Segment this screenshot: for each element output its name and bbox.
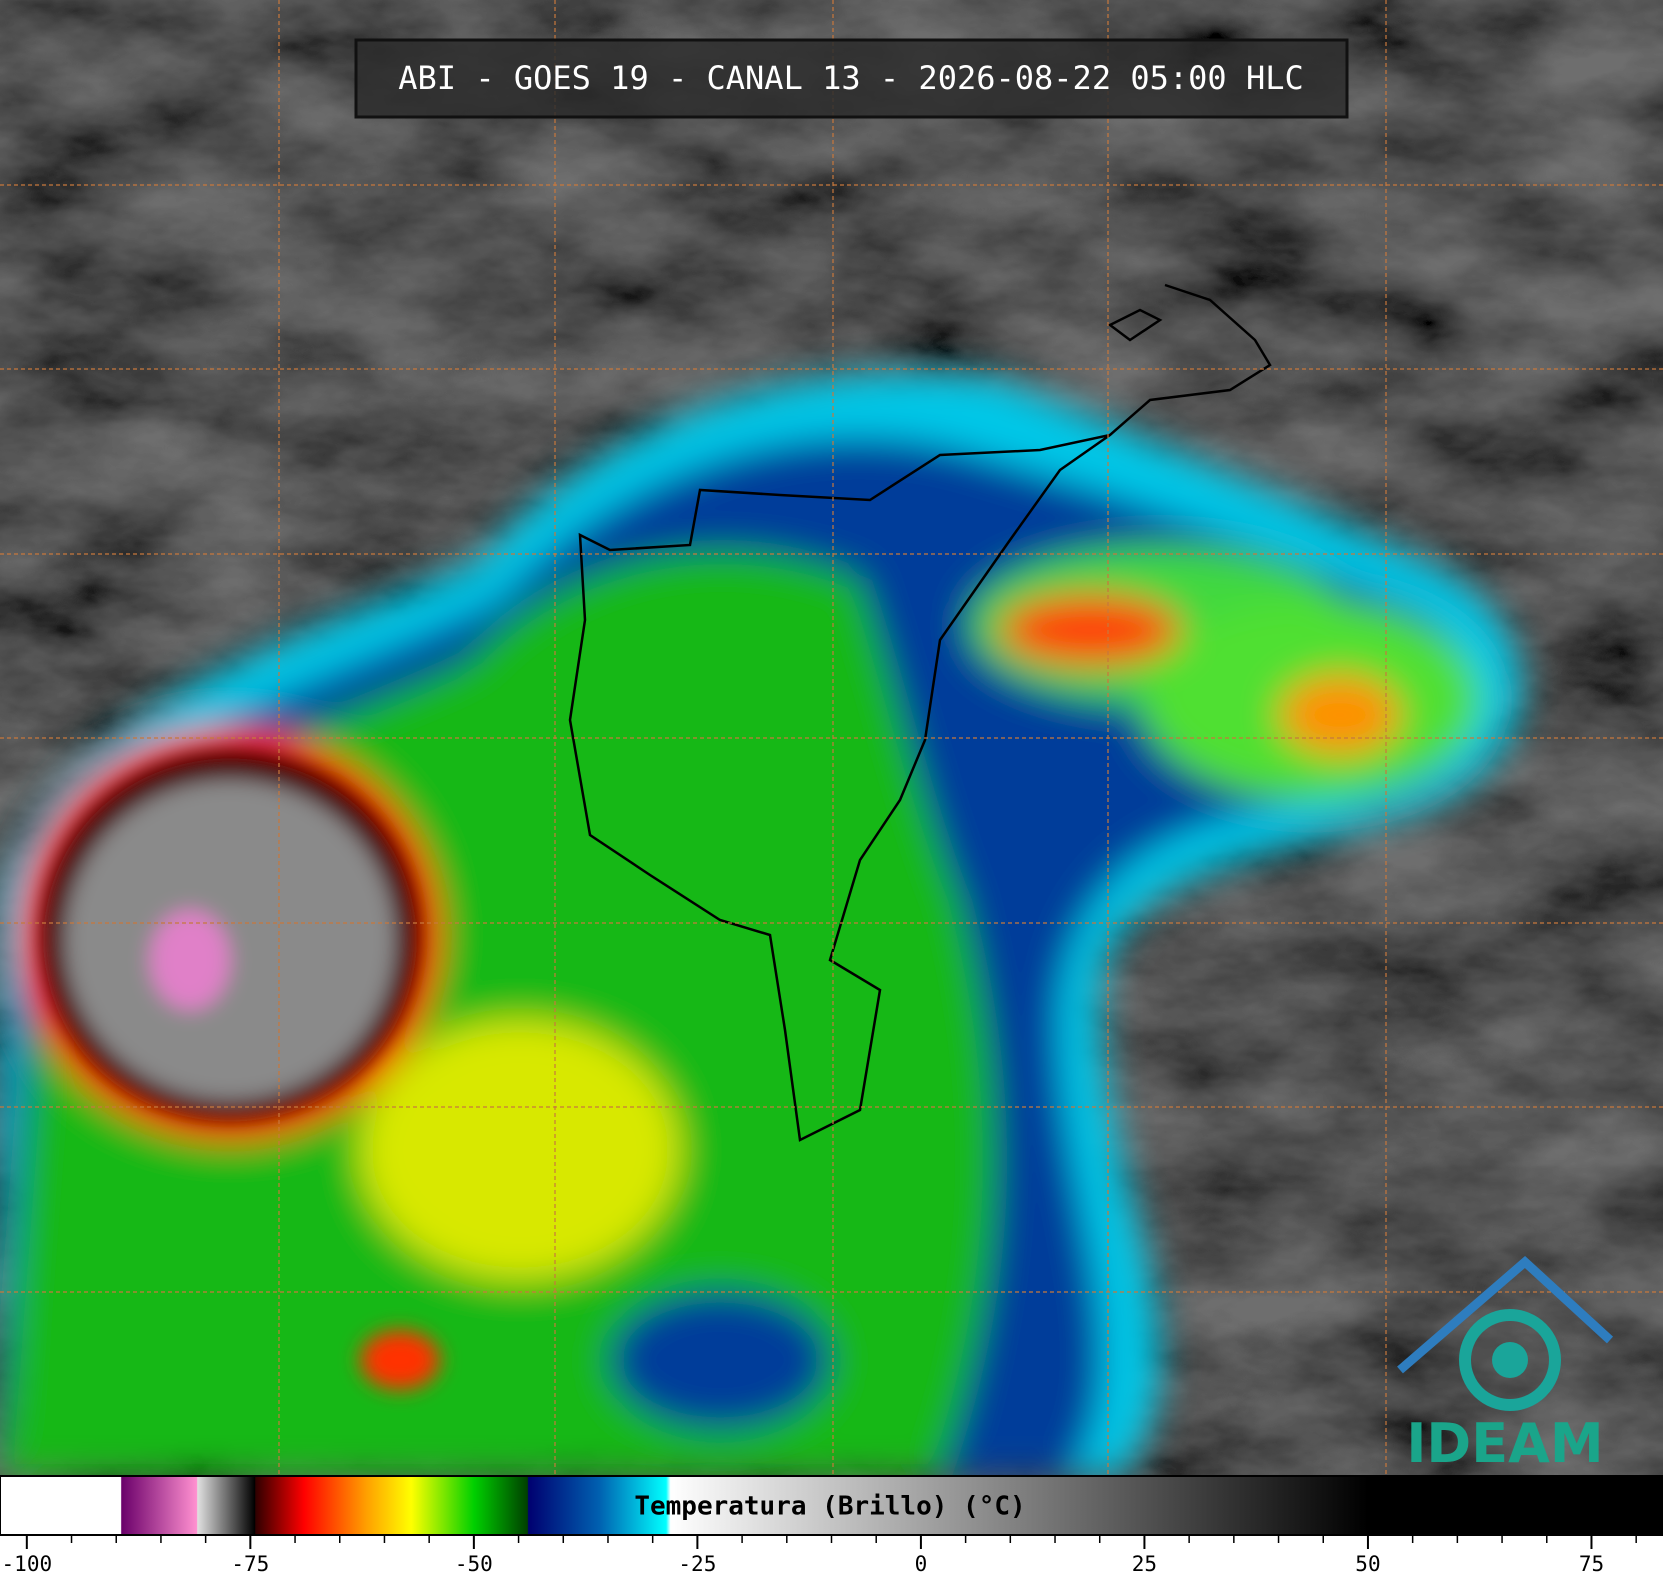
grid [0,0,1663,1476]
tick-label: -50 [455,1552,493,1576]
colorbar-ramp [0,1475,1663,1536]
colorbar: Temperatura (Brillo) (°C) -100 -75 -50 -25 0… [0,1475,1663,1576]
tick-label: -25 [678,1552,716,1576]
map: IDEAM [0,0,1663,1477]
boundaries [568,283,1272,1142]
logo: IDEAM [1397,1255,1614,1475]
tick-label: 50 [1355,1552,1380,1576]
tick-label: -100 [2,1552,53,1576]
logo-text: IDEAM [1406,1412,1603,1475]
tick-label: 75 [1579,1552,1604,1576]
tick-label: 25 [1132,1552,1157,1576]
colorbar-label: Temperatura (Brillo) (°C) [634,1492,1025,1522]
title-box: ABI - GOES 19 - CANAL 13 - 2026-08-22 05… [354,38,1349,119]
title: ABI - GOES 19 - CANAL 13 - 2026-08-22 05… [398,59,1303,97]
tick-label: -75 [231,1552,269,1576]
tick-label: 0 [915,1552,928,1576]
storm-core [40,750,440,1390]
